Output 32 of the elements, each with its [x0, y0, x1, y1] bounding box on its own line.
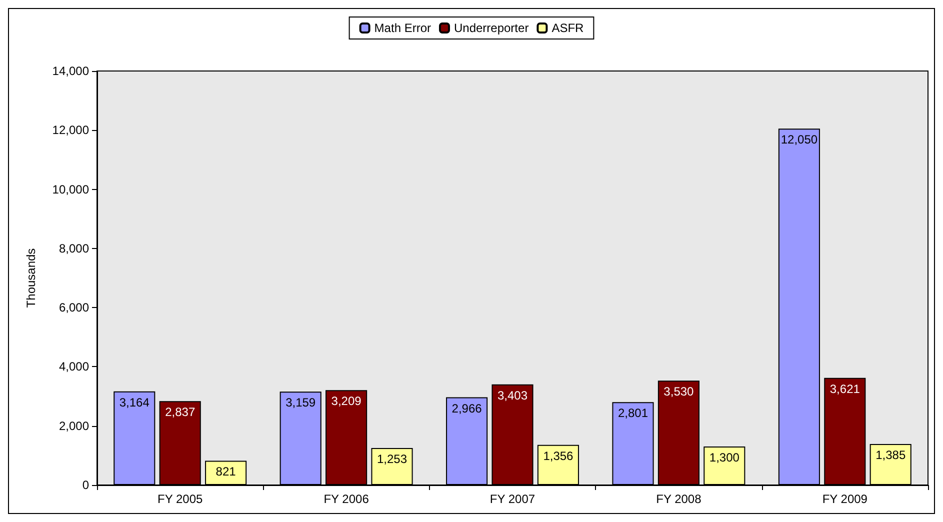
data-label: 3,403	[497, 388, 528, 402]
x-tick-label: FY 2008	[656, 492, 702, 506]
y-axis-title: Thousands	[24, 248, 38, 308]
data-label: 2,966	[452, 401, 482, 416]
y-tick-label: 0	[82, 478, 90, 492]
data-label: 821	[216, 464, 236, 479]
x-tick-label: FY 2007	[490, 492, 536, 506]
data-label: 2,801	[618, 406, 648, 420]
data-label: 1,356	[543, 448, 574, 463]
y-tick-label: 10,000	[52, 182, 90, 196]
y-tick-label: 8,000	[58, 241, 90, 256]
data-label: 3,159	[286, 396, 316, 410]
x-tick-label: FY 2009	[822, 492, 868, 506]
y-tick-label: 14,000	[52, 64, 90, 78]
data-label: 3,164	[119, 395, 150, 410]
legend-label: Math Error	[374, 21, 431, 35]
y-tick-label: 4,000	[58, 360, 90, 374]
data-label: 1,385	[876, 448, 906, 462]
legend-label: Underreporter	[454, 21, 529, 35]
x-tick-label: FY 2005	[158, 492, 203, 506]
data-label: 2,837	[165, 405, 196, 420]
data-label: 3,209	[331, 394, 362, 408]
data-label: 1,300	[709, 450, 740, 465]
x-tick-label: FY 2006	[324, 492, 370, 506]
y-tick-label: 12,000	[52, 123, 90, 138]
y-tick-label: 6,000	[58, 300, 90, 315]
data-label: 3,621	[830, 382, 860, 396]
data-label: 12,050	[780, 132, 818, 147]
y-tick-label: 2,000	[58, 418, 90, 433]
data-label: 1,253	[376, 452, 408, 466]
data-label: 3,530	[664, 384, 694, 399]
legend-label: ASFR	[552, 21, 584, 35]
